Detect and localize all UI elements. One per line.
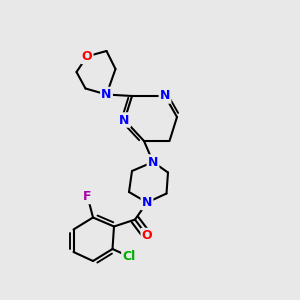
Text: Cl: Cl xyxy=(122,250,136,263)
Text: N: N xyxy=(160,89,170,103)
Text: O: O xyxy=(82,50,92,63)
Text: N: N xyxy=(119,113,130,127)
Text: O: O xyxy=(142,229,152,242)
Text: N: N xyxy=(101,88,112,101)
Text: F: F xyxy=(83,190,92,203)
Text: N: N xyxy=(142,196,152,209)
Text: N: N xyxy=(148,155,158,169)
